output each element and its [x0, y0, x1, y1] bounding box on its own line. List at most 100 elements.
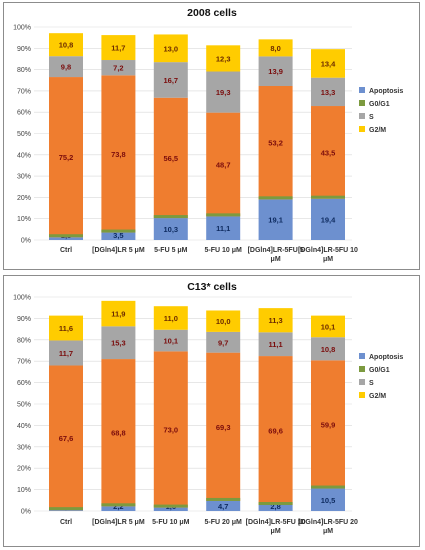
legend-item-g2-m: G2/M [359, 126, 386, 134]
y-tick-label: 50% [17, 131, 31, 138]
legend-item-apoptosis: Apoptosis [359, 353, 403, 361]
data-label-s: 7,2 [113, 64, 123, 73]
legend-label: S [369, 380, 374, 387]
category-label: μM [323, 256, 333, 263]
legend-label: S [369, 114, 374, 121]
data-label-g2-m: 10,8 [59, 41, 74, 50]
chart-2008-svg: 2008 cells 0% 10% 20% 30% 40% 50% 60% 70% 80% 90% 1… [13, 7, 403, 263]
bar-segment-s [153, 62, 188, 98]
bar-segment-s [49, 56, 83, 78]
y-tick-label: 90% [17, 316, 31, 323]
legend-swatch [359, 113, 365, 119]
category-label: 5-FU 10 μM [152, 519, 190, 526]
data-label-g0-g1: 59,9 [321, 420, 336, 429]
legend-label: Apoptosis [369, 88, 403, 95]
category-label: [DGln4]LR 5 μM [92, 247, 145, 254]
data-label-g2-m: 8,0 [270, 44, 280, 53]
data-label-g0-g1: 68,8 [111, 429, 126, 438]
bar-segment-g0-g1 [206, 112, 241, 217]
data-label-s: 16,7 [163, 76, 178, 85]
data-label-s: 9,7 [218, 338, 228, 347]
g0g1-band [206, 213, 241, 217]
legend-swatch [359, 353, 365, 359]
category-label: μM [323, 528, 333, 535]
legend-item-s: S [359, 113, 374, 121]
data-label-g2-m: 10,1 [321, 322, 336, 331]
g0g1-band [101, 503, 136, 507]
bar-segment-g2-m [153, 306, 188, 330]
g0g1-band [258, 502, 293, 506]
data-label-apoptosis: 19,4 [321, 215, 336, 224]
bar-segment-s [206, 331, 241, 353]
legend-label: G2/M [369, 393, 386, 400]
data-label-g0-g1: 48,7 [216, 160, 231, 169]
data-label-apoptosis: 2,2 [113, 502, 123, 511]
data-label-g0-g1: 73,8 [111, 150, 126, 159]
bar-segment-g0-g1 [206, 352, 241, 501]
data-label-g0-g1: 43,5 [321, 148, 336, 157]
data-label-g2-m: 11,0 [164, 314, 178, 323]
category-label: 5-FU 20 μM [205, 519, 243, 526]
category-label: [DGln4]LR-5FU 20 [298, 519, 358, 526]
data-label-s: 15,3 [111, 339, 126, 348]
y-tick-label: 70% [17, 88, 31, 95]
y-tick-label: 100% [13, 25, 31, 32]
category-label: μM [271, 256, 281, 263]
data-label-g2-m: 11,9 [111, 310, 125, 319]
g0g1-band [49, 507, 83, 511]
y-tick-label: 60% [17, 380, 31, 387]
data-label-apoptosis: 10,3 [163, 225, 178, 234]
y-tick-label: 10% [17, 216, 31, 223]
data-label-apoptosis: 10,5 [321, 496, 336, 505]
data-label-apoptosis: 4,7 [218, 502, 228, 511]
bar-segment-apoptosis [258, 505, 293, 511]
data-label-g0-g1: 75,2 [59, 153, 74, 162]
legend-swatch [359, 87, 365, 93]
legend-item-g2-m: G2/M [359, 392, 386, 400]
bar-segment-g0-g1 [258, 356, 293, 506]
data-label-s: 10,8 [321, 345, 336, 354]
g0g1-band [153, 504, 188, 508]
g0g1-band [206, 497, 241, 501]
data-label-s: 11,7 [59, 349, 73, 358]
bar-segment-apoptosis [49, 510, 83, 511]
bar-segment-g2-m [101, 300, 136, 327]
data-label-g2-m: 12,3 [216, 54, 231, 63]
bar-segment-g0-g1 [153, 97, 188, 219]
bar-segment-g0-g1 [311, 106, 345, 199]
bar-segment-g0-g1 [311, 360, 345, 489]
g0g1-band [311, 485, 345, 489]
bar-segment-apoptosis [258, 199, 293, 240]
data-label-apoptosis: 19,1 [268, 216, 283, 225]
bar-segment-apoptosis [101, 506, 136, 511]
legend-item-g0-g1: G0/G1 [359, 366, 390, 374]
g0g1-band [49, 234, 83, 238]
legend-label: Apoptosis [369, 354, 403, 361]
bar-segment-g2-m [206, 45, 241, 72]
legend-label: G2/M [369, 127, 386, 134]
bar-segment-s [311, 77, 345, 107]
legend-item-s: S [359, 379, 374, 387]
bar-segment-s [258, 56, 293, 87]
bar-segment-g2-m [258, 39, 293, 57]
y-tick-label: 80% [17, 67, 31, 74]
data-label-g0-g1: 69,6 [268, 427, 283, 436]
y-tick-label: 90% [17, 46, 31, 53]
bar-segment-g0-g1 [101, 75, 136, 233]
g0g1-band [153, 215, 188, 219]
legend-swatch [359, 100, 365, 106]
category-label: Ctrl [60, 247, 72, 254]
legend-label: G0/G1 [369, 367, 390, 374]
y-tick-label: 70% [17, 359, 31, 366]
bar-segment-apoptosis [153, 218, 188, 240]
data-label-s: 13,3 [321, 88, 336, 97]
bar-segment-apoptosis [206, 500, 241, 511]
data-label-apoptosis: 2,8 [270, 502, 280, 511]
bar-segment-apoptosis [49, 237, 83, 240]
legend-swatch [359, 379, 365, 385]
bar-segment-g2-m [311, 315, 345, 338]
y-tick-label: 30% [17, 444, 31, 451]
bar-segment-g2-m [258, 308, 293, 333]
chart-c13-svg: C13* cells 0% 10% 20% 30% 40% 50% 60% 70% 80% 90% 1… [13, 281, 403, 535]
bar-segment-s [101, 60, 136, 76]
